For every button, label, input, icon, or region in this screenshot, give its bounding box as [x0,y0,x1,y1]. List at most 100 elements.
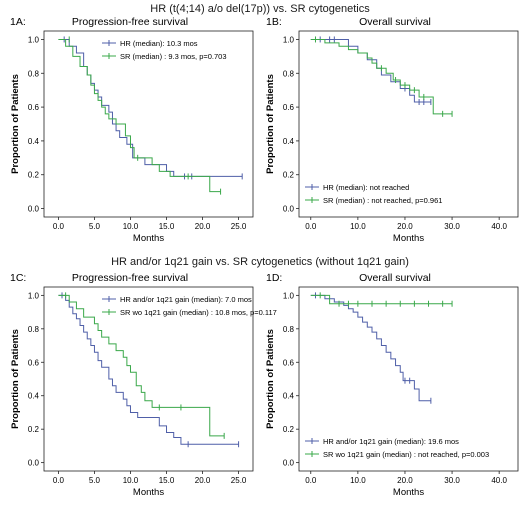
km-curve [310,294,431,402]
legend-entry: SR (median) : 9.3 mos, p=0.703 [102,52,227,61]
x-tick-label: 15.0 [159,222,175,231]
x-tick-label: 10.0 [350,476,366,485]
x-axis-label: Months [133,233,164,244]
y-tick-label: 0.4 [28,137,40,146]
legend-entry: HR and/or 1q21 gain (median): 19.6 mos [305,437,459,446]
legend-label: SR wo 1q21 gain (median) : 10.8 mos, p=0… [120,308,277,317]
y-axis-label: Proportion of Patients [265,74,276,174]
panel-1d: 1D: Overall survival 0.0 0.2 0.4 0.6 0.8 1.0 0.0… [265,272,519,498]
panel-label: 1B: [266,16,282,28]
y-tick-label: 0.6 [28,103,40,112]
km-curve [58,294,225,437]
y-tick-label: 0.0 [283,205,295,214]
panel-title: Progression-free survival [72,272,188,284]
plot-frame [43,286,254,472]
y-tick-label: 0.2 [283,171,295,180]
legend-label: SR (median) : 9.3 mos, p=0.703 [120,52,227,61]
y-tick-label: 0.2 [28,425,40,434]
plot-frame [43,30,254,218]
x-tick-label: 30.0 [444,222,460,231]
x-tick-label: 15.0 [159,476,175,485]
panel-title: Overall survival [359,16,431,28]
panel-label: 1A: [10,16,26,28]
panel-1a: 1A: Progression-free survival 0.0 0.2 0.4 0.6… [10,16,254,244]
y-axis-label: Proportion of Patients [265,329,276,429]
km-curve [58,38,221,193]
y-tick-label: 0.0 [283,459,295,468]
legend-entry: HR (median): not reached [305,183,409,192]
y-tick-label: 0.8 [283,69,295,78]
y-axis-label: Proportion of Patients [10,74,21,174]
row-title-top: HR (t(4;14) a/o del(17p)) vs. SR cytogen… [150,3,370,15]
panel-title: Progression-free survival [72,16,188,28]
y-tick-label: 0.6 [28,358,40,367]
legend-entry: SR (median) : not reached, p=0.961 [305,196,442,205]
panel-1c: 1C: Progression-free survival 0.0 0.2 0.4 0.6… [10,272,277,498]
y-tick-label: 1.0 [283,291,295,300]
panel-label: 1D: [266,272,282,284]
x-axis-label: Months [393,487,424,498]
x-tick-label: 10.0 [123,476,139,485]
y-tick-label: 0.6 [283,358,295,367]
y-tick-label: 0.4 [283,137,295,146]
plot-frame [298,30,519,218]
x-tick-label: 5.0 [89,222,101,231]
y-axis-label: Proportion of Patients [10,329,21,429]
x-axis-label: Months [133,487,164,498]
legend-entry: HR and/or 1q21 gain (median): 7.0 mos [102,295,252,304]
legend-entry: SR wo 1q21 gain (median) : not reached, … [305,450,489,459]
row-title-bottom: HR and/or 1q21 gain vs. SR cytogenetics … [111,256,409,268]
x-tick-label: 20.0 [195,476,211,485]
x-tick-label: 20.0 [397,222,413,231]
x-tick-label: 5.0 [89,476,101,485]
y-tick-label: 1.0 [28,291,40,300]
x-tick-label: 40.0 [491,222,507,231]
x-tick-label: 20.0 [397,476,413,485]
y-tick-label: 0.8 [28,69,40,78]
series-hr [58,292,240,448]
panel-label: 1C: [10,272,26,284]
panel-title: Overall survival [359,272,431,284]
km-curve [58,38,243,177]
km-curve [58,294,239,445]
legend-entry: HR (median): 10.3 mos [102,39,198,48]
plot-frame [298,286,519,472]
y-tick-label: 1.0 [283,35,295,44]
series-sr [310,292,453,307]
series-hr [310,292,432,404]
y-tick-label: 0.0 [28,205,40,214]
x-tick-label: 30.0 [444,476,460,485]
km-curve [310,38,431,103]
y-tick-label: 0.8 [283,325,295,334]
series-sr [310,36,453,117]
x-axis-label: Months [393,233,424,244]
x-tick-label: 20.0 [195,222,211,231]
x-tick-label: 25.0 [231,476,247,485]
y-tick-label: 0.6 [283,103,295,112]
legend-entry: SR wo 1q21 gain (median) : 10.8 mos, p=0… [102,308,277,317]
x-tick-label: 0.0 [305,222,317,231]
x-tick-label: 0.0 [53,222,65,231]
y-tick-label: 1.0 [28,35,40,44]
x-tick-label: 0.0 [305,476,317,485]
legend-label: HR (median): not reached [323,183,409,192]
x-tick-label: 40.0 [491,476,507,485]
legend-label: HR (median): 10.3 mos [120,39,198,48]
y-tick-label: 0.4 [28,392,40,401]
y-tick-label: 0.2 [283,425,295,434]
legend-label: SR wo 1q21 gain (median) : not reached, … [323,450,489,459]
y-tick-label: 0.0 [28,459,40,468]
legend-label: HR and/or 1q21 gain (median): 19.6 mos [323,437,459,446]
series-sr [58,292,225,439]
legend-label: SR (median) : not reached, p=0.961 [323,196,442,205]
x-tick-label: 10.0 [123,222,139,231]
x-tick-label: 10.0 [350,222,366,231]
legend-label: HR and/or 1q21 gain (median): 7.0 mos [120,295,252,304]
y-tick-label: 0.4 [283,392,295,401]
y-tick-label: 0.2 [28,171,40,180]
x-tick-label: 25.0 [231,222,247,231]
x-tick-label: 0.0 [53,476,65,485]
panel-1b: 1B: Overall survival 0.0 0.2 0.4 0.6 0.8 1.0 0.0… [265,16,519,244]
series-sr [58,36,222,195]
